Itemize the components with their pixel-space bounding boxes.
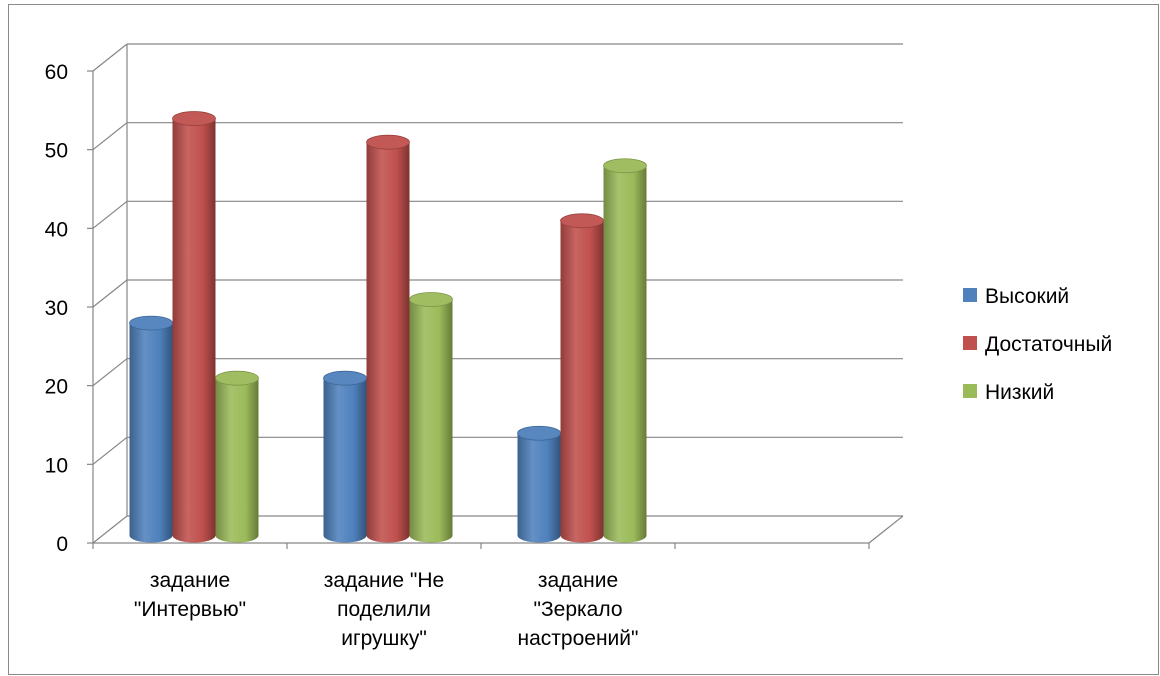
gridline	[92, 515, 128, 544]
legend-swatch	[963, 384, 977, 398]
legend-item: Низкий	[963, 381, 1054, 404]
y-tick-label: 0	[56, 533, 68, 556]
y-tick-label: 10	[45, 454, 68, 477]
gridline	[92, 358, 903, 387]
legend: Высокий Достаточный Низкий	[963, 285, 1112, 404]
y-tick-label: 20	[45, 376, 68, 399]
legend-label: Достаточный	[985, 333, 1112, 356]
gridline	[92, 279, 903, 308]
gridline	[92, 122, 903, 151]
legend-swatch	[963, 288, 977, 302]
bar	[323, 370, 367, 543]
bar	[409, 292, 453, 543]
x-tick-label: задание "Интервью"	[134, 569, 246, 621]
bar	[129, 315, 173, 543]
bar	[517, 425, 561, 543]
bar	[366, 134, 410, 543]
y-tick-label: 50	[45, 140, 68, 163]
bar	[172, 111, 216, 543]
gridlines	[92, 43, 903, 544]
y-tick-label: 40	[45, 218, 68, 241]
gridline	[92, 43, 903, 72]
legend-item: Достаточный	[963, 333, 1112, 356]
legend-label: Высокий	[985, 285, 1069, 308]
legend-item: Высокий	[963, 285, 1069, 308]
y-tick-label: 60	[45, 61, 68, 84]
bar	[560, 213, 604, 543]
legend-label: Низкий	[985, 381, 1054, 404]
bar	[215, 370, 259, 543]
axes	[87, 70, 870, 549]
x-tick-label: задание "Зеркало настроений"	[518, 569, 639, 650]
y-axis-tick-labels: 0 10 20 30 40 50 60	[45, 61, 68, 556]
bars	[129, 111, 647, 543]
x-tick-label: задание "Не поделили игрушку"	[324, 569, 444, 650]
x-axis-tick-labels: задание "Интервью" задание "Не поделили игру…	[134, 569, 639, 650]
gridline	[92, 200, 903, 229]
y-tick-label: 30	[45, 297, 68, 320]
legend-swatch	[963, 336, 977, 350]
bar	[603, 158, 647, 543]
